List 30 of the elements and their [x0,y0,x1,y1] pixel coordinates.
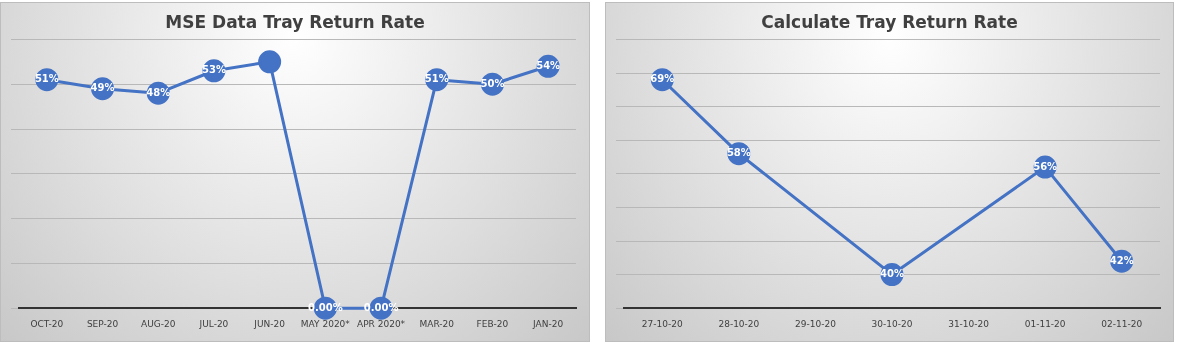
x-tick-label: AUG-20 [141,318,176,329]
x-tick-label: MAY 2020* [300,318,351,329]
x-tick-label: JAN-20 [532,318,564,329]
x-tick-label: SEP-20 [86,318,119,329]
point [258,50,282,74]
x-tick-label: OCT-20 [30,318,64,329]
x-tick-label: 29-10-20 [795,318,837,329]
data-label: 56% [1033,160,1058,172]
x-tick-label: JUL-20 [198,318,229,329]
data-label: 50% [480,77,505,89]
data-label: 48% [146,86,171,98]
chart-title: MSE Data Tray Return Rate [165,11,425,32]
data-label: 51% [34,73,59,85]
data-label: 40% [880,268,904,280]
x-tick-label: 30-10-20 [871,318,913,329]
data-label: 49% [90,82,115,94]
x-tick-label: 02-11-20 [1101,318,1143,329]
data-label: 51% [424,73,449,85]
data-label: 53% [201,64,226,76]
x-tick-label: 01-11-20 [1024,318,1066,329]
x-tick-label: 31-10-20 [948,318,990,329]
x-tick-label: MAR-20 [419,318,455,329]
chart-title: Calculate Tray Return Rate [761,11,1018,32]
x-tick-label: 27-10-20 [641,318,683,329]
x-tick-label: FEB-20 [476,318,509,329]
x-tick-label: 28-10-20 [718,318,760,329]
x-tick-label: APR 2020* [357,318,406,329]
x-tick-label: JUN-20 [253,318,286,329]
data-label: 54% [536,59,561,71]
data-label: 69% [650,73,675,85]
